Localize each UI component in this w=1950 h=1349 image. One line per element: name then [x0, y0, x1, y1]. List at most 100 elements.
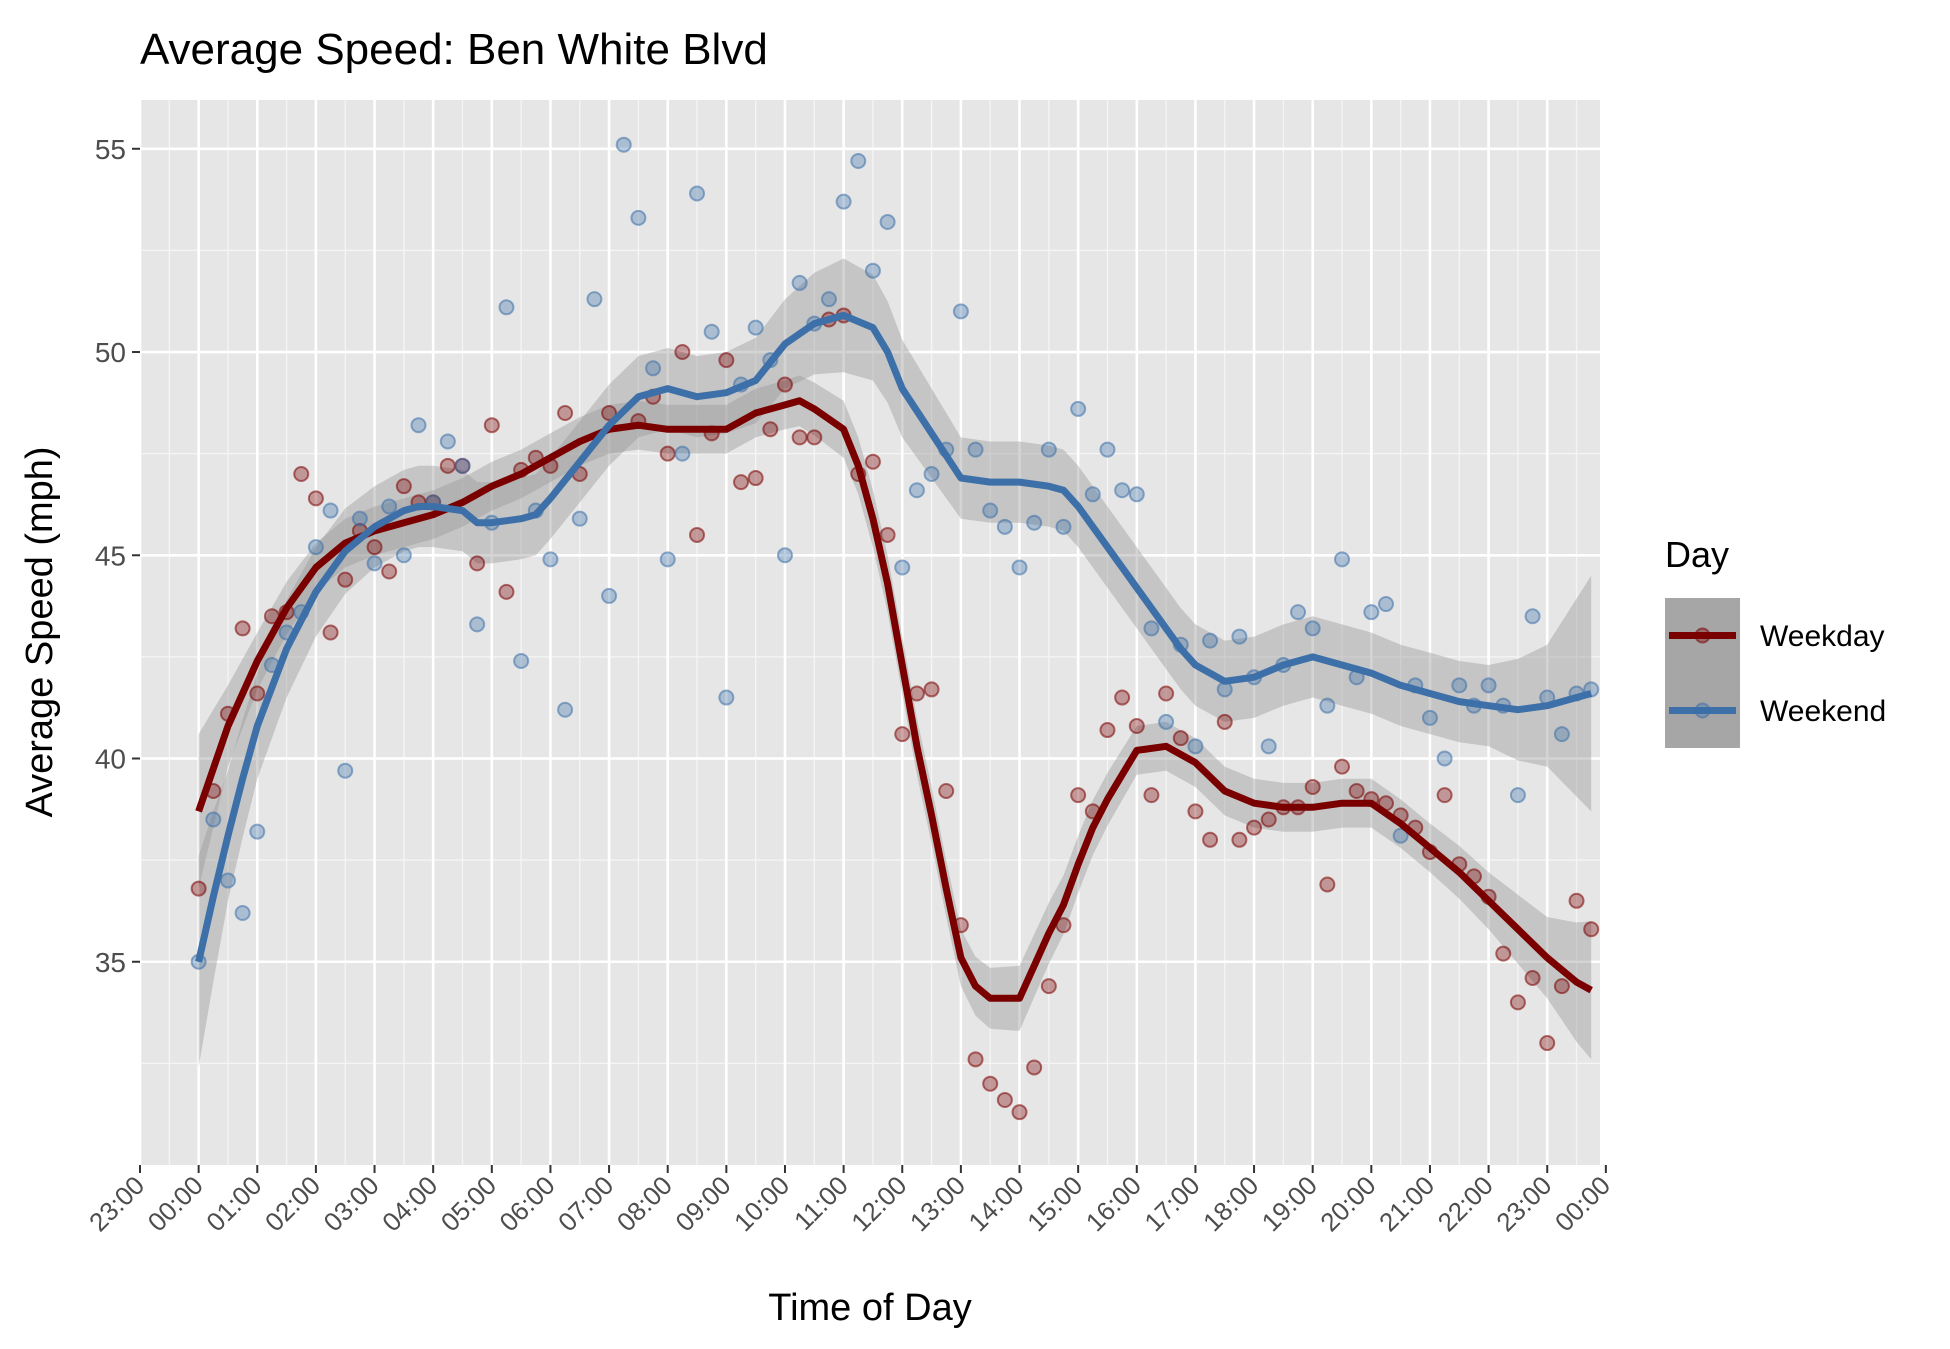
point-weekday — [1436, 787, 1453, 804]
point-weekend — [1334, 551, 1351, 568]
point-weekend — [498, 299, 515, 316]
x-tick-label: 16:00 — [1080, 1170, 1147, 1237]
point-weekday — [1114, 689, 1131, 706]
point-weekend — [820, 291, 837, 308]
point-weekday — [996, 1091, 1013, 1108]
point-weekday — [689, 526, 706, 543]
point-weekday — [439, 457, 456, 474]
point-weekend — [513, 652, 530, 669]
point-weekday — [1583, 921, 1600, 938]
point-weekend — [1290, 604, 1307, 621]
point-weekday — [498, 583, 515, 600]
point-weekday — [395, 478, 412, 495]
x-tick-label: 23:00 — [83, 1170, 150, 1237]
x-tick-label: 23:00 — [1490, 1170, 1557, 1237]
point-weekday — [469, 555, 486, 572]
x-tick-label: 10:00 — [728, 1170, 795, 1237]
legend-key-point — [1694, 702, 1711, 719]
point-weekday — [938, 783, 955, 800]
point-weekday — [718, 352, 735, 369]
point-weekend — [307, 539, 324, 556]
point-weekday — [1246, 819, 1263, 836]
point-weekend — [1026, 514, 1043, 531]
point-weekend — [923, 465, 940, 482]
point-weekend — [1260, 738, 1277, 755]
point-weekend — [1114, 482, 1131, 499]
confidence-bands — [198, 258, 1592, 1068]
point-weekend — [410, 417, 427, 434]
point-weekend — [1202, 632, 1219, 649]
point-weekend — [850, 152, 867, 169]
point-weekday — [1524, 970, 1541, 987]
point-weekday — [776, 376, 793, 393]
point-weekday — [337, 571, 354, 588]
x-axis-ticks: 23:0000:0001:0002:0003:0004:0005:0006:00… — [83, 1165, 1616, 1237]
point-weekday — [806, 429, 823, 446]
x-tick-label: 18:00 — [1197, 1170, 1264, 1237]
x-tick-label: 04:00 — [376, 1170, 443, 1237]
point-weekend — [982, 502, 999, 519]
point-weekend — [249, 823, 266, 840]
point-weekday — [967, 1051, 984, 1068]
point-weekday — [1070, 787, 1087, 804]
point-weekend — [1451, 677, 1468, 694]
point-weekend — [894, 559, 911, 576]
x-tick-label: 00:00 — [142, 1170, 209, 1237]
point-weekend — [879, 213, 896, 230]
point-weekday — [1568, 892, 1585, 909]
point-weekday — [1202, 831, 1219, 848]
point-weekday — [864, 453, 881, 470]
point-weekday — [1099, 722, 1116, 739]
point-weekend — [601, 587, 618, 604]
point-weekday — [1143, 787, 1160, 804]
band-weekend — [198, 258, 1592, 1068]
point-weekend — [219, 872, 236, 889]
point-weekday — [322, 624, 339, 641]
point-weekday — [293, 465, 310, 482]
point-weekend — [542, 551, 559, 568]
x-tick-label: 15:00 — [1021, 1170, 1088, 1237]
y-axis-ticks: 35 40 45 50 55 — [95, 134, 140, 978]
point-weekend — [615, 136, 632, 153]
point-weekday — [1231, 831, 1248, 848]
legend-label-weekday: Weekday — [1760, 620, 1885, 653]
point-weekend — [718, 689, 735, 706]
point-weekend — [1392, 827, 1409, 844]
x-tick-label: 02:00 — [259, 1170, 326, 1237]
point-weekend — [1011, 559, 1028, 576]
x-tick-label: 22:00 — [1432, 1170, 1499, 1237]
point-weekend — [366, 555, 383, 572]
point-weekday — [733, 474, 750, 491]
x-tick-label: 21:00 — [1373, 1170, 1440, 1237]
point-weekday — [1260, 811, 1277, 828]
point-weekend — [205, 811, 222, 828]
point-weekday — [1011, 1104, 1028, 1121]
y-tick-label: 55 — [95, 134, 126, 165]
point-weekday — [894, 726, 911, 743]
point-weekday — [762, 421, 779, 438]
point-weekday — [1539, 1035, 1556, 1052]
point-weekend — [776, 547, 793, 564]
point-weekend — [747, 319, 764, 336]
point-weekend — [1304, 620, 1321, 637]
point-weekday — [483, 417, 500, 434]
point-weekend — [571, 510, 588, 527]
point-weekend — [1363, 604, 1380, 621]
x-tick-label: 14:00 — [963, 1170, 1030, 1237]
point-weekend — [1158, 713, 1175, 730]
point-weekend — [557, 701, 574, 718]
plot-panel — [140, 100, 1600, 1165]
point-weekday — [1040, 978, 1057, 995]
point-weekend — [322, 502, 339, 519]
point-weekend — [645, 360, 662, 377]
x-tick-label: 07:00 — [552, 1170, 619, 1237]
legend: Day Weekday Weekend — [1665, 534, 1886, 748]
point-weekend — [1084, 486, 1101, 503]
x-tick-label: 05:00 — [435, 1170, 502, 1237]
point-weekend — [689, 185, 706, 202]
x-tick-label: 19:00 — [1256, 1170, 1323, 1237]
point-weekend — [703, 323, 720, 340]
point-weekend — [791, 274, 808, 291]
